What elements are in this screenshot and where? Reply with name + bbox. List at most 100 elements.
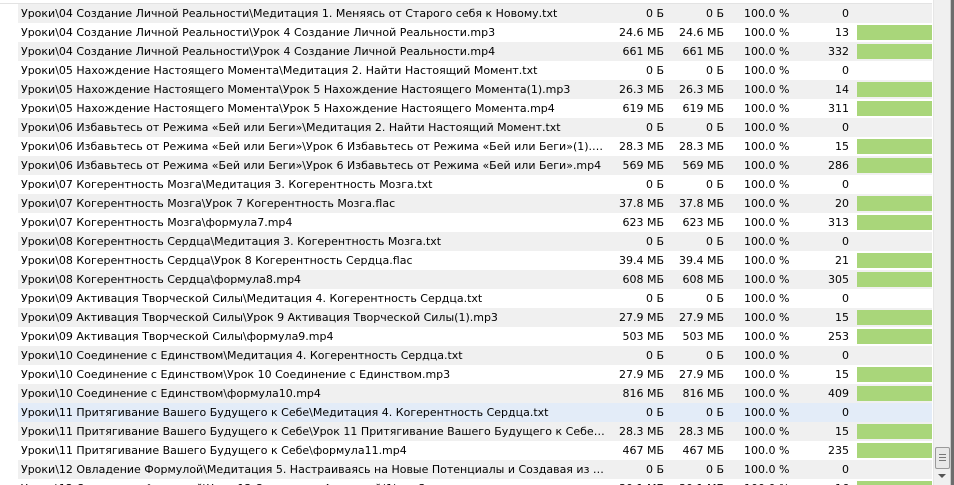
pieces-count: 235 [828,444,849,457]
file-row[interactable]: Уроки\06 Избавьтесь от Режима «Бей или Б… [18,118,932,137]
file-name: Уроки\04 Создание Личной Реальности\Урок… [21,26,496,39]
pieces-count: 15 [835,140,849,153]
pieces-count: 0 [842,406,849,419]
progress-text: 100.0 % [744,64,790,77]
file-size: 0 Б [645,349,664,362]
file-row[interactable]: Уроки\04 Создание Личной Реальности\Урок… [18,42,932,61]
pieces-bar [857,329,932,344]
downloaded-size: 503 МБ [682,330,724,343]
pieces-bar-fill [857,25,932,40]
file-row[interactable]: Уроки\07 Когерентность Мозга\Медитация 3… [18,175,932,194]
file-row[interactable]: Уроки\10 Соединение с Единством\Урок 10 … [18,365,932,384]
pieces-count: 332 [828,45,849,58]
pieces-bar [857,291,932,306]
progress-text: 100.0 % [744,197,790,210]
file-row[interactable]: Уроки\09 Активация Творческой Силы\Урок … [18,308,932,327]
pieces-bar-fill [857,215,932,230]
file-row[interactable]: Уроки\12 Овладение Формулой\Медитация 5.… [18,460,932,479]
vertical-scrollbar[interactable] [933,0,951,485]
pieces-count: 286 [828,159,849,172]
progress-text: 100.0 % [744,121,790,134]
pieces-bar [857,443,932,458]
file-row[interactable]: Уроки\09 Активация Творческой Силы\Медит… [18,289,932,308]
scroll-down-arrow-icon[interactable] [938,474,946,478]
file-row[interactable]: Уроки\04 Создание Личной Реальности\Урок… [18,23,932,42]
file-row[interactable]: Уроки\05 Нахождение Настоящего Момента\У… [18,80,932,99]
file-row[interactable]: Уроки\07 Когерентность Мозга\формула7.mp… [18,213,932,232]
progress-text: 100.0 % [744,26,790,39]
pieces-count: 409 [828,387,849,400]
pieces-bar [857,196,932,211]
progress-text: 100.0 % [744,83,790,96]
pieces-count: 21 [835,254,849,267]
file-row[interactable]: Уроки\09 Активация Творческой Силы\форму… [18,327,932,346]
file-row[interactable]: Уроки\12 Овладение Формулой\Урок 12 Овла… [18,479,932,485]
progress-text: 100.0 % [744,273,790,286]
file-row[interactable]: Уроки\06 Избавьтесь от Режима «Бей или Б… [18,156,932,175]
pieces-bar [857,63,932,78]
file-row[interactable]: Уроки\11 Притягивание Вашего Будущего к … [18,422,932,441]
progress-text: 100.0 % [744,425,790,438]
downloaded-size: 816 МБ [682,387,724,400]
pieces-bar-fill [857,101,932,116]
pieces-bar [857,177,932,192]
progress-text: 100.0 % [744,444,790,457]
progress-text: 100.0 % [744,140,790,153]
file-row[interactable]: Уроки\08 Когерентность Сердца\Урок 8 Ког… [18,251,932,270]
file-name: Уроки\11 Притягивание Вашего Будущего к … [21,425,606,438]
pieces-bar [857,272,932,287]
file-row[interactable]: Уроки\08 Когерентность Сердца\формула8.m… [18,270,932,289]
file-row[interactable]: Уроки\06 Избавьтесь от Режима «Бей или Б… [18,137,932,156]
progress-text: 100.0 % [744,330,790,343]
downloaded-size: 0 Б [705,121,724,134]
scrollbar-thumb[interactable] [935,447,950,469]
file-row[interactable]: Уроки\11 Притягивание Вашего Будущего к … [18,403,932,422]
file-row[interactable]: Уроки\07 Когерентность Мозга\Урок 7 Коге… [18,194,932,213]
file-name: Уроки\09 Активация Творческой Силы\форму… [21,330,334,343]
file-row[interactable]: Уроки\05 Нахождение Настоящего Момента\У… [18,99,932,118]
file-name: Уроки\08 Когерентность Сердца\формула8.m… [21,273,302,286]
pieces-bar-fill [857,139,932,154]
file-row[interactable]: Уроки\10 Соединение с Единством\Медитаци… [18,346,932,365]
file-name: Уроки\05 Нахождение Настоящего Момента\У… [21,102,555,115]
progress-text: 100.0 % [744,406,790,419]
file-size: 623 МБ [622,216,664,229]
file-row[interactable]: Уроки\04 Создание Личной Реальности\Меди… [18,4,932,23]
progress-text: 100.0 % [744,387,790,400]
file-name: Уроки\07 Когерентность Мозга\формула7.mp… [21,216,293,229]
pieces-bar [857,348,932,363]
progress-text: 100.0 % [744,311,790,324]
file-row[interactable]: Уроки\11 Притягивание Вашего Будущего к … [18,441,932,460]
file-size: 0 Б [645,121,664,134]
pieces-bar-fill [857,481,932,485]
progress-text: 100.0 % [744,45,790,58]
file-name: Уроки\11 Притягивание Вашего Будущего к … [21,406,549,419]
file-list[interactable]: Уроки\04 Создание Личной Реальности\Меди… [18,4,932,485]
downloaded-size: 0 Б [705,235,724,248]
file-size: 0 Б [645,178,664,191]
file-size: 37.8 МБ [618,197,664,210]
file-size: 0 Б [645,64,664,77]
pieces-count: 253 [828,330,849,343]
file-size: 0 Б [645,7,664,20]
file-size: 24.6 МБ [618,26,664,39]
file-row[interactable]: Уроки\08 Когерентность Сердца\Медитация … [18,232,932,251]
pieces-count: 0 [842,7,849,20]
pieces-bar [857,462,932,477]
file-row[interactable]: Уроки\10 Соединение с Единством\формула1… [18,384,932,403]
pieces-bar-fill [857,367,932,382]
file-name: Уроки\04 Создание Личной Реальности\Меди… [21,7,558,20]
file-size: 0 Б [645,406,664,419]
pieces-count: 15 [835,368,849,381]
file-name: Уроки\11 Притягивание Вашего Будущего к … [21,444,407,457]
progress-text: 100.0 % [744,368,790,381]
file-name: Уроки\06 Избавьтесь от Режима «Бей или Б… [21,121,561,134]
pieces-bar-fill [857,329,932,344]
file-row[interactable]: Уроки\05 Нахождение Настоящего Момента\М… [18,61,932,80]
file-size: 27.9 МБ [618,368,664,381]
pieces-bar-fill [857,443,932,458]
pieces-bar [857,367,932,382]
grip-line [939,454,946,455]
pieces-bar [857,310,932,325]
pieces-bar [857,158,932,173]
